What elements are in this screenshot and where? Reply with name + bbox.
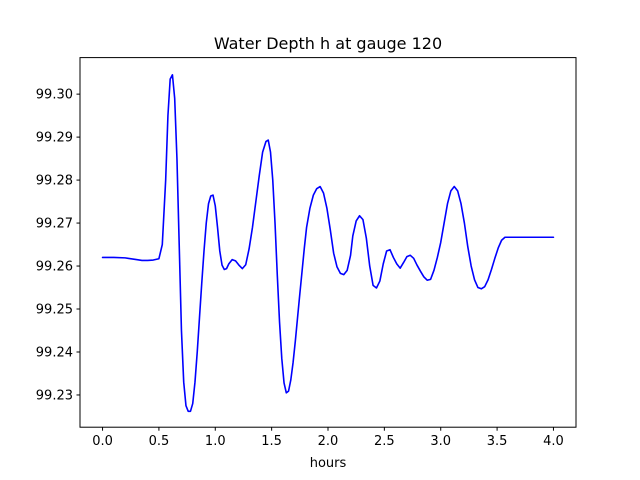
x-tick-label: 2.5 — [374, 434, 395, 449]
chart-title: Water Depth h at gauge 120 — [214, 34, 442, 53]
y-tick-label: 99.23 — [36, 388, 73, 403]
y-tick-label: 99.28 — [36, 174, 73, 189]
y-tick-label: 99.26 — [36, 260, 73, 275]
x-tick-label: 3.5 — [487, 434, 508, 449]
x-tick-label: 2.0 — [318, 434, 339, 449]
x-tick-label: 1.5 — [261, 434, 282, 449]
x-tick-label: 0.5 — [149, 434, 170, 449]
x-tick-label: 0.0 — [92, 434, 113, 449]
x-tick-label: 1.0 — [205, 434, 226, 449]
x-tick-label: 4.0 — [543, 434, 564, 449]
y-axis-ticks: 99.23 99.24 99.25 99.26 99.27 99.28 99.29 99.30 — [36, 88, 80, 403]
y-tick-label: 99.25 — [36, 303, 73, 318]
x-axis-title: hours — [310, 456, 347, 471]
series-layer — [101, 73, 555, 413]
y-tick-label: 99.29 — [36, 131, 73, 146]
y-tick-label: 99.27 — [36, 217, 73, 232]
x-tick-label: 3.0 — [430, 434, 451, 449]
series-line-0 — [101, 73, 555, 413]
x-axis-ticks: 0.0 0.5 1.0 1.5 2.0 2.5 3.0 3.5 4.0 — [92, 427, 564, 449]
y-tick-label: 99.24 — [36, 345, 73, 360]
y-tick-label: 99.30 — [36, 88, 73, 103]
